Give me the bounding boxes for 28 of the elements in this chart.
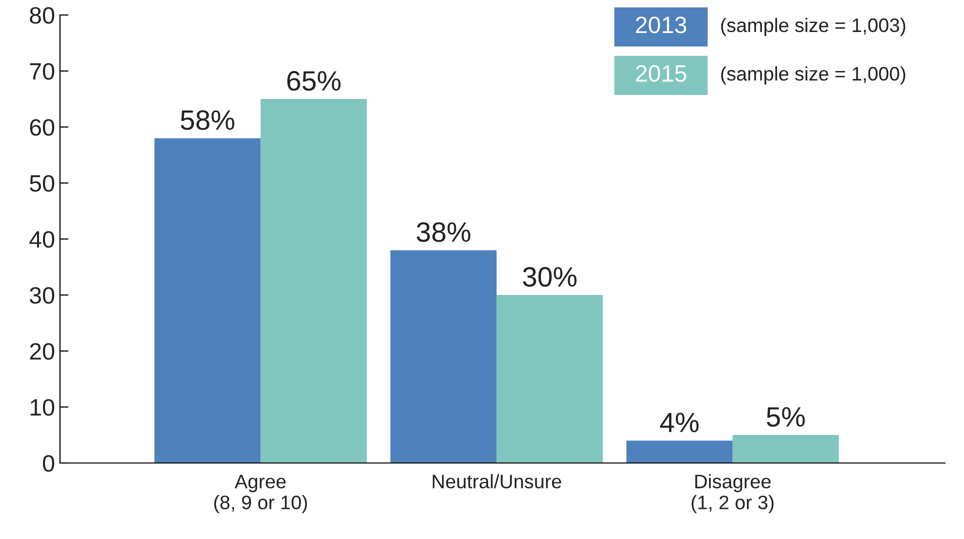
y-tick-label: 0 [42,455,54,472]
data-label: 38% [416,222,470,242]
y-tick-label: 10 [30,399,54,416]
data-label: 5% [766,407,805,427]
y-tick-label: 20 [30,343,54,360]
bar [496,295,603,463]
x-tick-label: Disagree (1, 2 or 3) [692,474,774,514]
text: 2015 [636,65,686,82]
y-tick-label: 30 [30,287,54,304]
bar [732,435,839,463]
x-tick-label: Neutral/Unsure [432,474,562,488]
y-tick-label: 60 [30,119,54,136]
y-tick-label: 70 [30,63,54,80]
y-tick-label: 80 [30,7,54,24]
bar [260,99,367,463]
data-label: 4% [660,412,699,432]
annotation: (sample size = 1,003) [721,18,906,36]
annotation: (sample size = 1,000) [721,66,906,85]
data-label: 30% [522,267,577,287]
x-tick-label: Agree (8, 9 or 10) [214,474,307,514]
bar [390,250,497,463]
bar [626,440,733,463]
bar [154,138,261,463]
data-label: 58% [180,110,234,130]
y-tick-label: 40 [29,231,54,248]
y-tick-label: 50 [30,175,54,192]
data-label: 65% [287,71,341,91]
text: 2013 [636,16,686,34]
